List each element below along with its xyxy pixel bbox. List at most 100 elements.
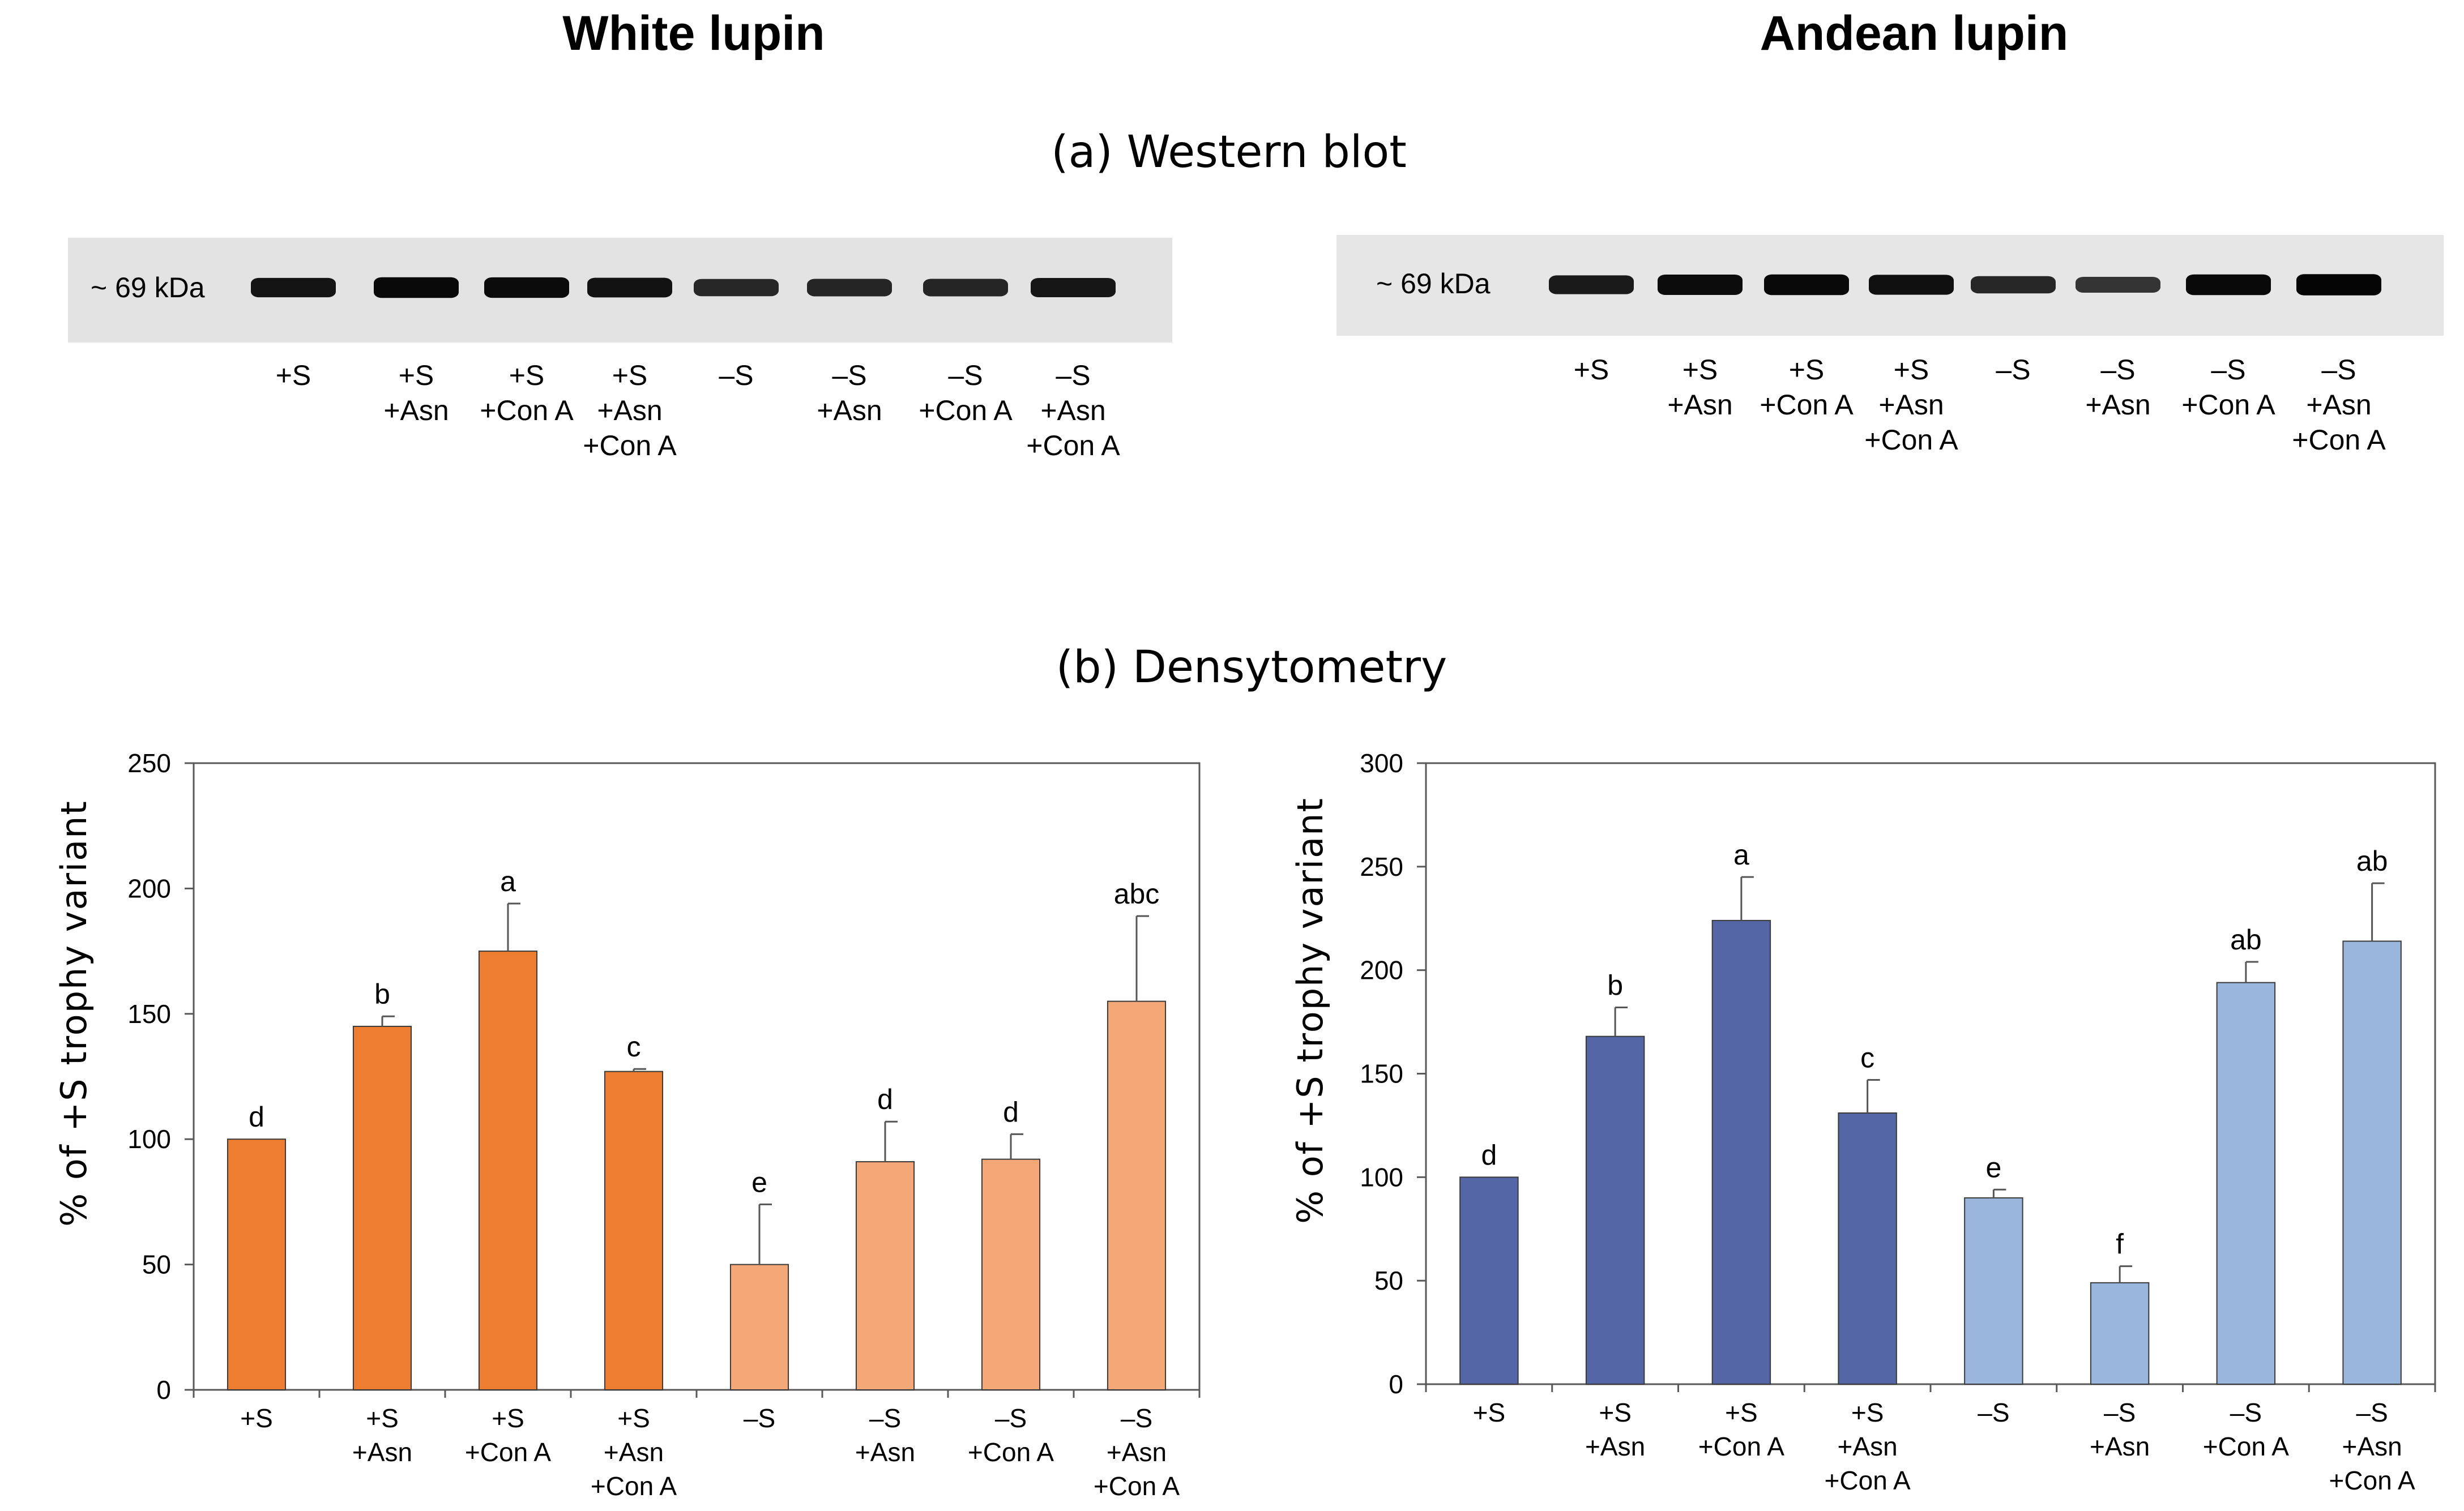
- bar: [227, 1138, 287, 1390]
- white-lupin-densitometry-chart: % of +S trophy variant 0 50 100 150 200 250 d +…: [53, 748, 1201, 1501]
- protein-band: [374, 277, 459, 298]
- bar: [855, 1161, 915, 1390]
- significance-letter: d: [1003, 1096, 1019, 1128]
- lane-label: –S: [719, 359, 753, 391]
- lane-label: +Asn: [383, 395, 449, 426]
- densitometry-heading: (b) Densytometry: [1056, 642, 1447, 693]
- lane-label: +S: [1894, 354, 1929, 386]
- significance-letter: d: [877, 1084, 893, 1115]
- protein-band: [1549, 275, 1634, 294]
- lane-label: +Con A: [1760, 389, 1854, 421]
- protein-band: [1869, 275, 1954, 295]
- x-tick-label: +Con A: [968, 1437, 1054, 1467]
- bar: [1964, 1197, 2023, 1385]
- lane-label: +Asn: [1878, 389, 1944, 421]
- bar: [1838, 1112, 1897, 1385]
- protein-band: [2296, 274, 2381, 296]
- x-tick-label: +Asn: [2342, 1432, 2402, 1461]
- significance-letter: e: [1985, 1152, 2001, 1183]
- bar: [352, 1025, 412, 1390]
- y-tick-label: 0: [1389, 1369, 1403, 1399]
- lane-label: +Con A: [1864, 424, 1958, 456]
- x-tick-label: +Con A: [591, 1471, 677, 1501]
- significance-letter: b: [374, 978, 390, 1010]
- lane-label: –S: [2211, 354, 2245, 386]
- andean-lupin-western-blot: ~ 69 kDa +S +S+Asn+S+Con A+S+Asn+Con A–S –…: [1336, 235, 2444, 456]
- protein-band: [923, 279, 1008, 297]
- protein-band: [694, 279, 779, 297]
- x-tick-label: +Asn: [1585, 1432, 1645, 1461]
- protein-band: [1764, 274, 1849, 296]
- x-tick-label: +Con A: [465, 1437, 551, 1467]
- x-tick-label: +Asn: [1838, 1432, 1898, 1461]
- protein-band: [807, 279, 892, 297]
- x-tick-label: +S: [1725, 1398, 1758, 1427]
- x-tick-label: +S: [1473, 1398, 1506, 1427]
- lane-label: –S: [832, 359, 866, 391]
- bar: [981, 1158, 1041, 1391]
- y-tick-label: 0: [156, 1375, 171, 1405]
- y-tick-label: 250: [1360, 852, 1403, 881]
- bar: [1459, 1176, 1519, 1385]
- x-tick-label: –S: [2104, 1398, 2136, 1427]
- x-tick-label: –S: [2356, 1398, 2388, 1427]
- y-tick-label: 300: [1360, 748, 1403, 778]
- x-tick-label: +Asn: [2090, 1432, 2150, 1461]
- x-tick-label: –S: [1978, 1398, 2009, 1427]
- protein-band: [1971, 276, 2056, 294]
- significance-letter: ab: [2356, 845, 2388, 877]
- lane-label: +S: [509, 359, 545, 391]
- bar: [2216, 982, 2276, 1385]
- protein-band: [2186, 274, 2271, 296]
- significance-letter: e: [751, 1166, 767, 1198]
- y-tick-label: 50: [1374, 1266, 1403, 1295]
- x-tick-label: +S: [492, 1403, 524, 1433]
- lane-label: +Con A: [1026, 430, 1120, 461]
- bar: [1585, 1035, 1645, 1385]
- lane-label: +Asn: [1040, 395, 1105, 426]
- x-tick-label: +Con A: [2329, 1466, 2415, 1495]
- x-tick-label: +Asn: [855, 1437, 915, 1467]
- x-tick-label: +Con A: [1094, 1471, 1180, 1501]
- white-lupin-western-blot: ~ 69 kDa +S +S +Asn +S +Con A +S +Asn +Con A –S –…: [68, 238, 1172, 461]
- bar: [1711, 919, 1771, 1385]
- significance-letter: c: [1860, 1042, 1874, 1073]
- bar: [2342, 940, 2402, 1385]
- lane-label: +Con A: [480, 395, 574, 426]
- lane-label: +Asn: [817, 395, 882, 426]
- bar: [729, 1264, 789, 1391]
- significance-letter: d: [1481, 1139, 1497, 1171]
- lane-label: –S: [2321, 354, 2356, 386]
- protein-band: [251, 277, 336, 298]
- x-tick-label: +S: [1851, 1398, 1884, 1427]
- x-tick-label: +Asn: [352, 1437, 412, 1467]
- significance-letter: d: [249, 1101, 264, 1133]
- y-tick-label: 100: [127, 1124, 171, 1154]
- y-axis-label: % of +S trophy variant: [1289, 797, 1331, 1224]
- lane-label: +S: [276, 359, 311, 391]
- x-tick-label: –S: [2230, 1398, 2262, 1427]
- x-tick-label: –S: [744, 1403, 775, 1433]
- andean-lupin-densitometry-chart: % of +S trophy variant 0 50 100 150 200 250 30…: [1289, 748, 2436, 1495]
- y-tick-label: 50: [142, 1250, 171, 1279]
- x-tick-label: +Con A: [1825, 1466, 1911, 1495]
- bar: [604, 1071, 664, 1391]
- y-axis-label: % of +S trophy variant: [53, 800, 95, 1227]
- protein-band: [2076, 276, 2160, 293]
- lane-label: +Con A: [919, 395, 1013, 426]
- lane-label: +Asn: [597, 395, 662, 426]
- bar: [478, 951, 538, 1390]
- y-tick-label: 100: [1360, 1162, 1403, 1192]
- lane-label: –S: [2100, 354, 2135, 386]
- y-tick-label: 200: [1360, 956, 1403, 985]
- plot-frame: [193, 762, 1201, 1391]
- plot-frame: [1425, 762, 2436, 1385]
- molecular-weight-marker: ~ 69 kDa: [91, 272, 205, 303]
- significance-letter: f: [2116, 1229, 2124, 1260]
- significance-letter: b: [1607, 969, 1623, 1001]
- significance-letter: a: [500, 866, 516, 897]
- x-tick-label: +Con A: [1698, 1432, 1784, 1461]
- x-tick-label: +Asn: [604, 1437, 664, 1467]
- x-tick-label: +S: [617, 1403, 650, 1433]
